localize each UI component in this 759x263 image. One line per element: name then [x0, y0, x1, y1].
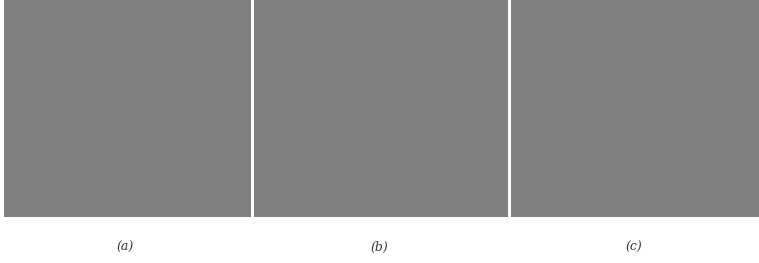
Text: (c): (c)	[625, 241, 642, 254]
Text: (b): (b)	[370, 241, 389, 254]
Text: (a): (a)	[117, 241, 134, 254]
